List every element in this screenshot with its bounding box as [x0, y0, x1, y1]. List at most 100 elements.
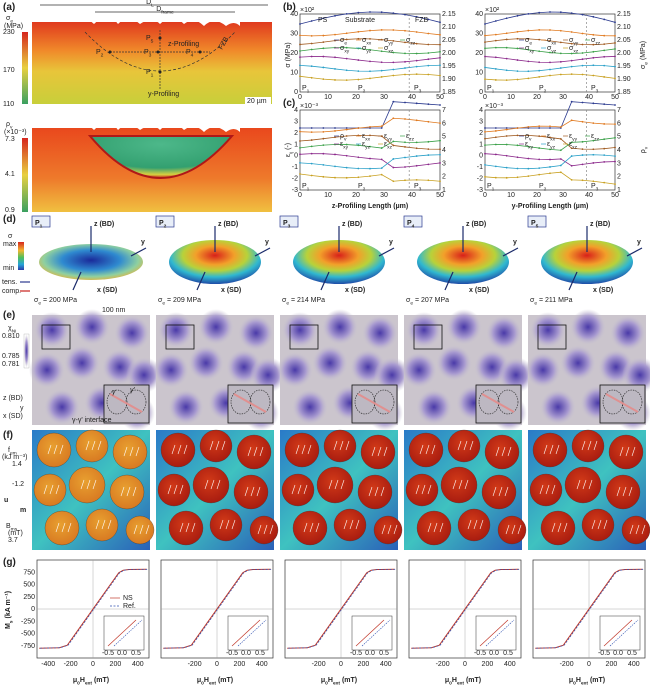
- axis-arrow: [444, 271, 454, 291]
- curve-marker: [505, 38, 508, 41]
- curve-marker: [614, 77, 616, 80]
- precipitate: [292, 389, 328, 425]
- x-tick-label: -400: [41, 661, 55, 668]
- domain: [323, 429, 357, 463]
- domain: [192, 466, 230, 504]
- domain: [68, 466, 106, 504]
- text-part: P: [539, 183, 544, 190]
- precipitate: [198, 309, 234, 345]
- curve-marker: [538, 167, 541, 170]
- moment-arrow: [368, 486, 373, 497]
- curve-marker: [415, 141, 418, 144]
- curve-marker: [380, 167, 383, 170]
- curve-marker: [581, 101, 584, 104]
- text-part: ε: [384, 133, 387, 140]
- curve-marker: [570, 65, 573, 68]
- inset-tick: -0.5: [598, 650, 610, 657]
- point-label: P3: [414, 85, 422, 95]
- text-part: e: [344, 42, 347, 47]
- text-part: σ: [569, 45, 574, 52]
- moment-arrow: [463, 440, 468, 451]
- text-part: σ: [158, 297, 163, 304]
- text-part: 1: [492, 89, 495, 95]
- domain: [416, 510, 452, 546]
- y2-tick-label: 6: [442, 120, 446, 127]
- x-tick-label: -200: [436, 661, 450, 668]
- curve-marker: [357, 37, 360, 40]
- interface-ring: [621, 389, 643, 415]
- text-part: 1: [492, 187, 495, 193]
- point-label: P2: [96, 49, 104, 59]
- moment-arrow: [387, 524, 392, 535]
- x-axis-label: z-Profiling Length (µm): [332, 203, 408, 210]
- moment-arrow: [593, 440, 598, 451]
- domain: [529, 473, 563, 507]
- text-part: e: [410, 302, 413, 307]
- curve-marker: [380, 127, 383, 129]
- moment-arrow: [183, 444, 188, 455]
- curve-marker: [559, 67, 562, 69]
- curve-marker: [527, 70, 530, 73]
- x-tick-label: -200: [560, 661, 574, 668]
- legend-label: εxz: [569, 141, 578, 151]
- text-part: ε: [547, 141, 550, 148]
- curve-marker: [559, 164, 562, 167]
- interface-ring: [125, 389, 147, 415]
- interface: [605, 393, 639, 413]
- panel-label: (a): [3, 2, 15, 13]
- axis-exponent: ×10⁻³: [485, 103, 504, 110]
- curve-marker: [570, 164, 573, 167]
- text-part: xy: [528, 146, 533, 151]
- text-part: P: [302, 85, 307, 92]
- curve-marker: [527, 60, 530, 63]
- y2-tick-label: 2.00: [442, 50, 456, 57]
- moment-arrow: [380, 486, 385, 497]
- cbar-tick: 0.781: [2, 361, 20, 368]
- axis-label: z (BD): [590, 221, 610, 228]
- text-part: zz: [410, 42, 415, 47]
- text-part: 5: [536, 224, 539, 230]
- axis-label: x (SD): [345, 287, 365, 294]
- inset-curve: [361, 619, 391, 647]
- moment-arrow: [464, 479, 469, 490]
- y2-tick-label: 5: [617, 134, 621, 141]
- curve-marker: [494, 176, 497, 179]
- moment-arrow: [415, 484, 420, 495]
- curve-marker: [392, 166, 395, 169]
- y2-tick-label: 2.15: [442, 11, 456, 18]
- curve-marker: [380, 125, 383, 128]
- stress-map: [32, 22, 272, 104]
- moment-arrow: [307, 444, 312, 455]
- y-tick-label: 3: [294, 118, 298, 125]
- inset-tick: 0.5: [379, 650, 389, 657]
- y2-tick-label: 2.00: [617, 50, 631, 57]
- axis-arrow: [254, 247, 271, 257]
- x-tick-label: 40: [408, 94, 416, 101]
- text-part: yy: [572, 138, 577, 143]
- legend-label: εxz: [384, 141, 393, 151]
- y2-tick-label: 2.05: [442, 37, 456, 44]
- interface: [109, 393, 143, 413]
- curve-marker: [404, 41, 406, 44]
- text-part: 3: [596, 187, 599, 193]
- y-tick-label: -2: [292, 176, 298, 183]
- inset: [351, 615, 393, 651]
- legend-label: εxy: [525, 141, 534, 151]
- moment-arrow: [209, 440, 214, 451]
- moment-arrow: [549, 444, 554, 455]
- scale-bar: 20 µm: [247, 98, 267, 105]
- text-part: ε: [384, 141, 387, 148]
- text-part: f: [8, 447, 10, 454]
- moment-arrow: [216, 479, 221, 490]
- curve-marker: [345, 154, 348, 157]
- curve-marker: [369, 157, 371, 160]
- curve-marker: [299, 75, 301, 78]
- y-tick-label: -250: [21, 618, 35, 625]
- stress-value: σe = 209 MPa: [158, 297, 201, 307]
- curve-marker: [392, 180, 395, 183]
- axis-label: y: [20, 405, 24, 412]
- point-label: P1: [146, 69, 154, 79]
- text-part: σ: [547, 45, 552, 52]
- x-tick-label: 0: [339, 661, 343, 668]
